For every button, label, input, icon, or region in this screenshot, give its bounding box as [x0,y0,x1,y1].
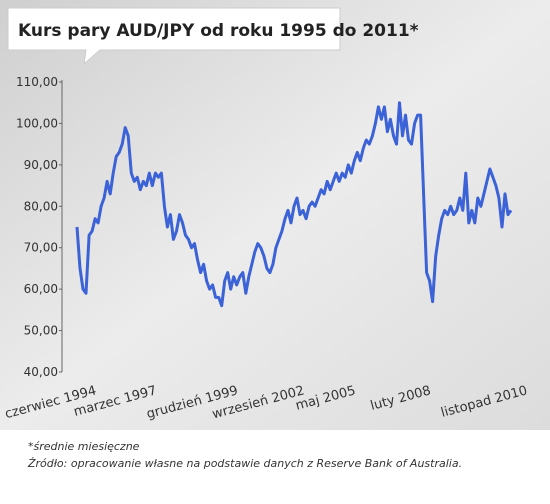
chart-title: Kurs pary AUD/JPY od roku 1995 do 2011* [18,21,419,41]
y-tick-label: 80,00 [24,199,58,213]
footnote: *średnie miesięczne [28,440,140,453]
y-tick-label: 100,00 [16,116,58,130]
y-tick-label: 60,00 [24,282,58,296]
source: Źródło: opracowanie własne na podstawie … [27,457,462,470]
y-tick-label: 110,00 [16,75,58,89]
y-tick-label: 70,00 [24,241,58,255]
y-tick-label: 40,00 [24,365,58,379]
data-line [75,101,513,308]
chart-bg [0,0,550,430]
title-box [7,7,341,66]
y-tick-label: 90,00 [24,158,58,172]
y-tick-label: 50,00 [24,324,58,338]
